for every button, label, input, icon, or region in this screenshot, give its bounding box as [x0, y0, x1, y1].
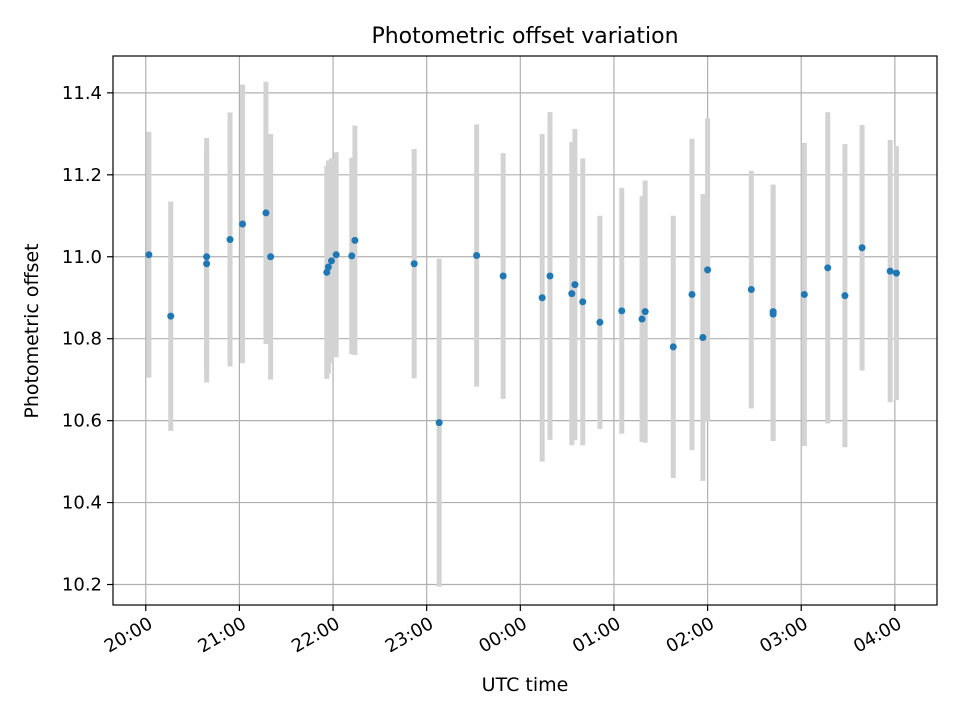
y-tick-label: 11.0	[62, 247, 102, 268]
data-point	[699, 333, 707, 341]
data-point	[203, 260, 211, 268]
data-point	[596, 318, 604, 326]
data-point	[800, 290, 808, 298]
data-point	[332, 251, 340, 259]
data-point	[618, 307, 626, 315]
data-point	[327, 257, 335, 265]
data-point	[323, 268, 331, 276]
y-tick-label: 10.8	[62, 329, 102, 350]
data-point	[747, 286, 755, 294]
data-point	[688, 290, 696, 298]
data-point	[579, 298, 587, 306]
y-axis-label: Photometric offset	[21, 243, 43, 418]
data-point	[892, 269, 900, 277]
data-point	[858, 244, 866, 252]
data-point	[226, 236, 234, 244]
data-point	[203, 253, 211, 261]
y-tick-label: 11.2	[62, 165, 102, 186]
chart-title: Photometric offset variation	[371, 24, 678, 49]
data-point	[841, 292, 849, 300]
data-point	[239, 220, 247, 228]
data-point	[769, 310, 777, 318]
data-point	[348, 252, 356, 260]
data-point	[546, 272, 554, 280]
y-tick-label: 10.4	[62, 493, 102, 514]
grid-lines	[113, 56, 937, 605]
data-point	[669, 343, 677, 351]
data-point	[704, 266, 712, 274]
data-point	[267, 253, 275, 261]
data-point	[351, 236, 359, 244]
data-point	[473, 252, 481, 260]
data-point	[167, 312, 175, 320]
data-point	[824, 264, 832, 272]
data-point	[410, 260, 418, 268]
data-point	[638, 315, 646, 323]
data-point	[435, 419, 443, 427]
y-tick-label: 10.2	[62, 575, 102, 596]
y-tick-label: 10.6	[62, 411, 102, 432]
plot-frame	[112, 55, 938, 606]
y-tick-label: 11.4	[62, 83, 102, 104]
data-point	[538, 294, 546, 302]
data-point	[568, 290, 576, 298]
y-axis-ticks: 10.2 10.4 10.6 10.8 11.0 11.2 11.4	[62, 83, 113, 596]
data-point	[571, 281, 579, 289]
data-point	[499, 272, 507, 280]
data-point	[145, 251, 153, 259]
x-axis-label: UTC time	[482, 674, 569, 696]
data-point	[886, 267, 894, 275]
data-point	[324, 263, 332, 271]
data-point	[641, 308, 649, 316]
data-point	[262, 209, 270, 217]
data-points	[145, 209, 900, 427]
